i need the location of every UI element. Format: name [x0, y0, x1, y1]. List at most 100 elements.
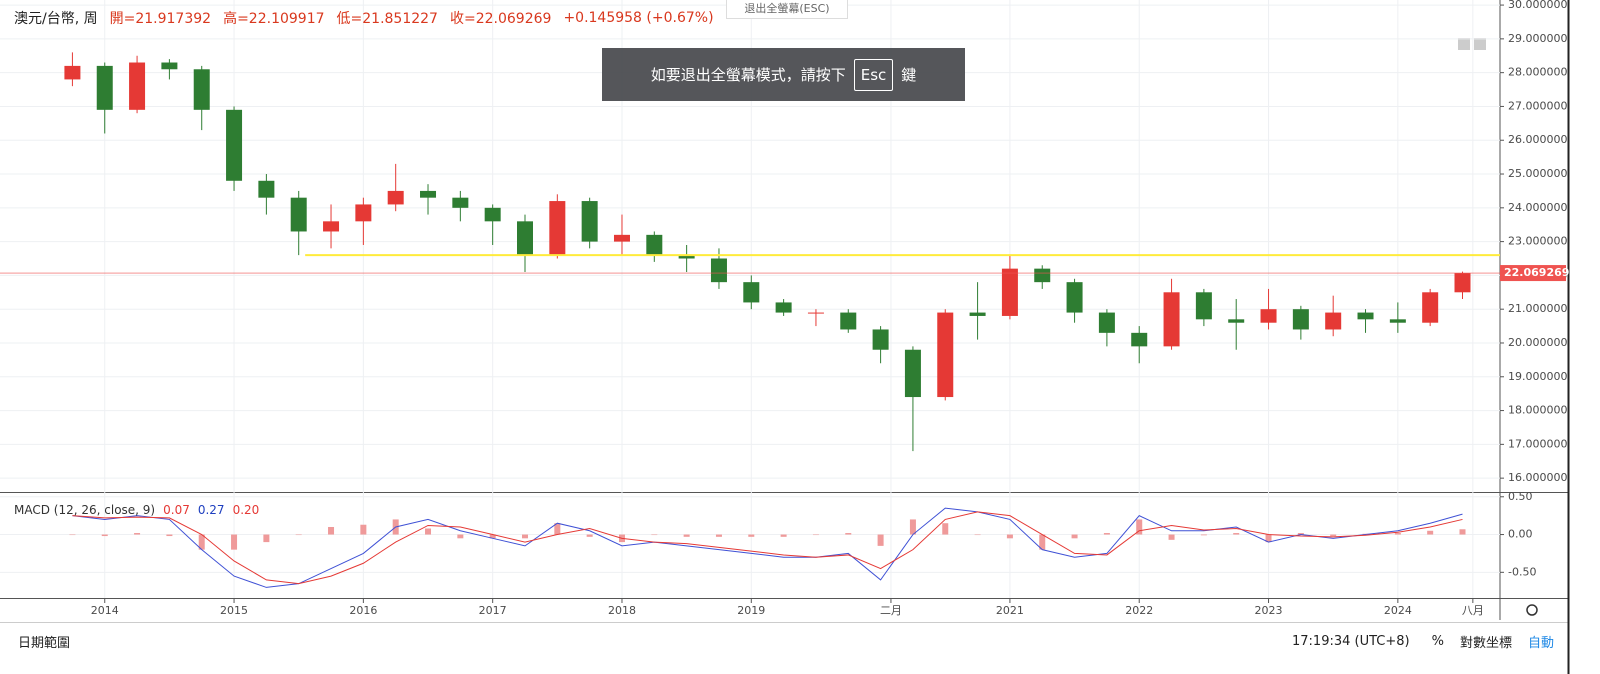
candle-body	[420, 190, 437, 198]
fullscreen-notice: 如要退出全螢幕模式，請按下 Esc 鍵	[602, 48, 965, 101]
x-tick-label: 八月	[1462, 604, 1484, 617]
y-tick-label: 19.000000	[1508, 370, 1568, 383]
footer: 日期範圍 17:19:34 (UTC+8) % 對數坐標 自動	[0, 624, 1568, 658]
histogram-bar	[489, 534, 496, 539]
ohlc: 開=21.917392	[109, 11, 212, 27]
macd-line	[72, 511, 1463, 585]
x-tick-label: 2016	[349, 604, 377, 617]
histogram-bar	[1103, 533, 1110, 535]
candle-body	[613, 234, 630, 242]
last-price-label: 22.069269	[1504, 266, 1569, 279]
candle-body	[129, 62, 146, 110]
histogram-bar	[715, 534, 722, 537]
x-tick-label: 2021	[996, 604, 1024, 617]
x-tick-label: 2023	[1255, 604, 1283, 617]
candle-body	[1357, 312, 1374, 320]
candle-body	[807, 312, 824, 314]
y-tick-label: 25.000000	[1508, 167, 1568, 180]
settings-icon[interactable]	[1526, 604, 1538, 616]
candle-body	[387, 190, 404, 205]
ohlc: 高=22.109917	[223, 11, 325, 27]
percent-toggle[interactable]: %	[1431, 633, 1444, 649]
histogram-bar	[845, 533, 852, 535]
histogram-bar	[1136, 519, 1143, 535]
histogram-bar	[425, 528, 432, 535]
histogram-bar	[328, 526, 335, 535]
histogram-bar	[295, 534, 302, 536]
histogram-bar	[780, 534, 787, 537]
y-tick-label: 17.000000	[1508, 437, 1568, 450]
candle-body	[484, 207, 501, 222]
histogram-bar	[909, 519, 916, 535]
candle-body	[1034, 268, 1051, 283]
candle-body	[355, 204, 372, 222]
candle-body	[1066, 282, 1083, 313]
header: 澳元/台幣, 周 開=21.917392 高=22.109917 低=21.85…	[14, 8, 714, 28]
histogram-bar	[1394, 533, 1401, 535]
histogram-bar	[1427, 530, 1434, 535]
notice-suffix: 鍵	[901, 66, 917, 84]
symbol[interactable]: 澳元/台幣, 周	[14, 11, 98, 27]
y-tick-label: 26.000000	[1508, 133, 1568, 146]
y-tick-label: 16.000000	[1508, 471, 1568, 484]
candle-body	[1325, 312, 1342, 330]
histogram-bar	[812, 534, 819, 536]
histogram-bar	[1265, 534, 1272, 543]
histogram-bar	[1006, 534, 1013, 539]
date-range[interactable]: 日期範圍	[18, 635, 71, 651]
histogram-bar	[457, 534, 464, 539]
candle-body	[1422, 292, 1439, 323]
candle-body	[1454, 273, 1471, 293]
histogram-bar	[877, 534, 884, 546]
y-tick-label: -0.50	[1508, 565, 1536, 578]
candle-body	[904, 349, 921, 398]
exit-fullscreen-button[interactable]: 退出全螢幕(ESC)	[726, 0, 848, 19]
x-tick-label: 二月	[880, 604, 902, 617]
candle-body	[1292, 309, 1309, 330]
candle-body	[258, 180, 275, 198]
candle-body	[1163, 292, 1180, 347]
macd-title[interactable]: MACD (12, 26, close, 9)	[14, 503, 156, 517]
candle-body	[323, 221, 340, 232]
y-tick-label: 23.000000	[1508, 235, 1568, 248]
histogram-bar	[522, 534, 528, 539]
histogram-bar	[1200, 534, 1207, 536]
candle-body	[96, 65, 113, 110]
ohlc: 低=21.851227	[336, 11, 438, 27]
scroll-icon[interactable]	[1458, 38, 1470, 50]
histogram-bar	[683, 534, 690, 537]
scroll-icon[interactable]	[1474, 38, 1486, 50]
y-tick-label: 21.000000	[1508, 302, 1568, 315]
y-tick-label: 18.000000	[1508, 404, 1568, 417]
histogram-bar	[1039, 534, 1046, 550]
candle-body	[226, 109, 243, 181]
macd-value: 0.27	[197, 503, 225, 517]
candle-body	[937, 312, 954, 398]
y-tick-label: 30.000000	[1508, 0, 1568, 11]
candle-body	[646, 234, 663, 256]
histogram-bar	[231, 534, 238, 550]
y-tick-label: 0.50	[1508, 490, 1533, 503]
candle-body	[193, 69, 210, 110]
histogram-bar	[360, 524, 367, 535]
candle-body	[581, 201, 598, 242]
candle-body	[549, 201, 566, 256]
histogram-bar	[1071, 534, 1078, 539]
change: +0.145958 (+0.67%)	[563, 10, 714, 26]
x-tick-label: 2019	[737, 604, 765, 617]
candle-body	[969, 312, 986, 316]
x-tick-label: 2018	[608, 604, 636, 617]
candle-body	[1389, 319, 1406, 323]
candle-body	[161, 62, 178, 70]
candle-body	[1098, 312, 1115, 333]
histogram-bar	[974, 534, 981, 536]
y-tick-label: 27.000000	[1508, 99, 1568, 112]
histogram-bar	[748, 534, 755, 537]
candle-body	[1228, 319, 1245, 323]
histogram-bar	[554, 523, 561, 535]
log-toggle[interactable]: 對數坐標	[1459, 635, 1512, 651]
candle-body	[872, 329, 889, 350]
auto-toggle[interactable]: 自動	[1527, 635, 1554, 651]
